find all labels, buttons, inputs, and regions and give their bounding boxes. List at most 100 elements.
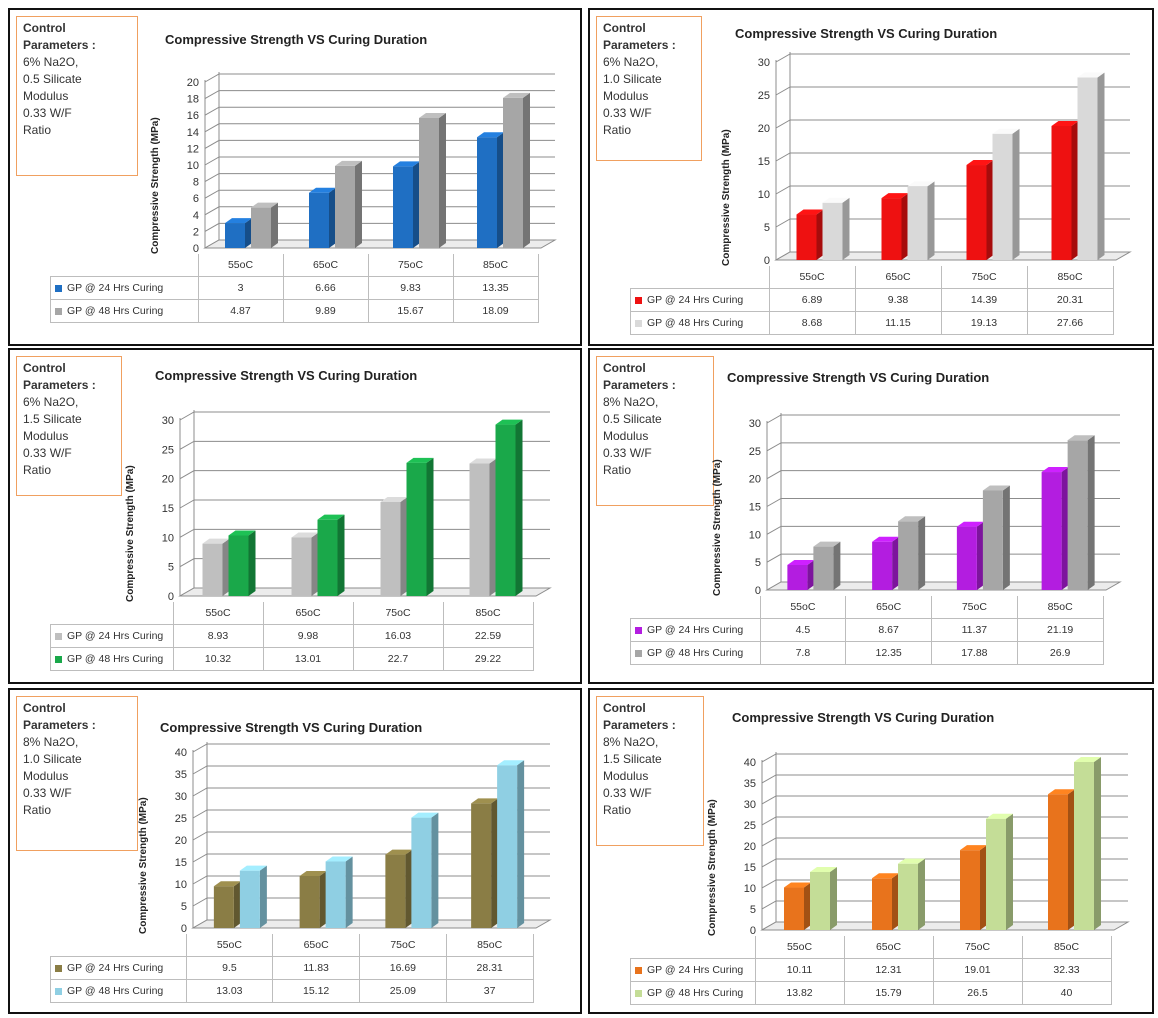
bar-24h-85oC [1051, 120, 1079, 260]
legend-key-swatch [55, 307, 62, 315]
table-row: GP @ 48 Hrs Curing 7.8 12.35 17.88 26.9 [630, 641, 1104, 665]
legend-key-swatch [635, 989, 642, 997]
bar-24h-65oC [881, 193, 909, 260]
data-label: 8.67 [845, 618, 932, 642]
table-row: GP @ 48 Hrs Curing 10.32 13.01 22.7 29.22 [50, 647, 534, 671]
data-label: 15.79 [843, 981, 934, 1005]
control-parameter-line: 1.0 Silicate [23, 752, 82, 766]
table-row: GP @ 24 Hrs Curing 6.89 9.38 14.39 20.31 [630, 288, 1114, 312]
x-tick-label: 75oC [359, 934, 447, 957]
control-parameter-line: Parameters : [603, 38, 676, 52]
data-label: 13.35 [452, 276, 539, 300]
x-tick-label: 75oC [352, 602, 444, 625]
x-tick-label: 55oC [754, 936, 845, 959]
data-label: 19.01 [932, 958, 1023, 982]
chart-panel-3: Control Parameters : 6% Na2O, 1.5 Silicate M… [8, 348, 582, 684]
x-tick-label: 85oC [1021, 936, 1112, 959]
data-label: 15.12 [272, 979, 360, 1003]
y-tick-label: 10 [744, 883, 756, 895]
y-tick-label: 30 [175, 791, 187, 803]
gridline [775, 53, 1130, 63]
data-label: 19.13 [940, 311, 1028, 335]
y-tick-label: 30 [758, 57, 770, 69]
control-parameter-line: 0.33 W/F [603, 446, 652, 460]
legend-key-swatch [55, 632, 62, 640]
bar-48h-65oC [335, 160, 362, 248]
data-table: 55oC 65oC 75oC 85oC GP @ 24 Hrs Curing 3 6.66 9… [50, 254, 539, 323]
control-parameter-line: 8% Na2O, [603, 735, 659, 749]
bar-48h-55oC [822, 197, 850, 260]
data-label: 9.5 [185, 956, 274, 980]
control-parameter-line: 6% Na2O, [23, 395, 79, 409]
table-corner [631, 596, 761, 619]
y-tick-label: 20 [758, 123, 770, 135]
y-tick-label: 25 [162, 444, 174, 456]
legend-key-swatch [55, 987, 62, 995]
y-tick-label: 10 [758, 189, 770, 201]
bar-48h-85oC [497, 760, 525, 928]
table-row: GP @ 48 Hrs Curing 8.68 11.15 19.13 27.66 [630, 311, 1114, 335]
control-parameter-line: 0.33 W/F [603, 786, 652, 800]
y-tick-label: 10 [175, 879, 187, 891]
x-tick-label: 85oC [1026, 266, 1114, 289]
bar-48h-75oC [411, 812, 439, 928]
chart-title: Compressive Strength VS Curing Duration [165, 32, 428, 47]
control-parameter-line: Parameters : [23, 378, 96, 392]
control-parameter-line: 1.5 Silicate [603, 752, 662, 766]
control-parameter-line: Control [603, 701, 646, 715]
y-tick-label: 12 [187, 143, 199, 155]
legend-entry: GP @ 24 Hrs Curing [50, 624, 174, 648]
data-label: 3 [197, 276, 284, 300]
data-label: 26.5 [932, 981, 1023, 1005]
table-corner [51, 602, 174, 625]
control-parameter-line: Ratio [23, 803, 52, 817]
bar-48h-55oC [810, 866, 837, 930]
legend-entry: GP @ 48 Hrs Curing [50, 979, 187, 1003]
data-label: 13.82 [754, 981, 845, 1005]
y-tick-label: 20 [744, 841, 756, 853]
bar-48h-65oC [898, 516, 926, 590]
legend-entry: GP @ 48 Hrs Curing [50, 647, 174, 671]
y-tick-label: 4 [193, 210, 199, 222]
gridline [192, 743, 550, 753]
y-tick-label: 18 [187, 94, 199, 106]
bar-48h-65oC [325, 856, 353, 928]
y-tick-label: 25 [749, 446, 761, 458]
y-tick-label: 10 [187, 160, 199, 172]
legend-key-swatch [55, 964, 62, 972]
chart-panel-5: Control Parameters : 8% Na2O, 1.0 Silicate M… [8, 688, 582, 1014]
bar-24h-85oC [471, 798, 499, 928]
data-label: 29.22 [442, 647, 534, 671]
control-parameter-line: Ratio [603, 463, 632, 477]
data-label: 21.19 [1016, 618, 1104, 642]
x-tick-label: 75oC [367, 254, 454, 277]
data-label: 9.98 [262, 624, 354, 648]
data-table: 55oC 65oC 75oC 85oC GP @ 24 Hrs Curing 8.93 9.… [50, 602, 534, 671]
data-label: 22.7 [352, 647, 444, 671]
data-label: 28.31 [445, 956, 534, 980]
x-tick-label: 65oC [262, 602, 354, 625]
data-table: 55oC 65oC 75oC 85oC GP @ 24 Hrs Curing 9.5 11.… [50, 934, 534, 1003]
y-tick-label: 35 [744, 778, 756, 790]
legend-entry: GP @ 24 Hrs Curing [630, 958, 756, 982]
gridline [192, 787, 550, 797]
table-corner [631, 266, 770, 289]
control-parameter-line: Modulus [23, 89, 69, 103]
control-parameter-line: Control [23, 701, 66, 715]
bar-48h-75oC [419, 112, 446, 249]
control-parameter-line: 1.5 Silicate [23, 412, 82, 426]
x-tick-label: 85oC [452, 254, 539, 277]
legend-key-swatch [635, 626, 642, 634]
x-tick-label: 65oC [282, 254, 369, 277]
series-name: GP @ 48 Hrs Curing [67, 653, 164, 665]
bar-24h-75oC [380, 496, 408, 596]
x-tick-label: 65oC [854, 266, 942, 289]
legend-entry: GP @ 24 Hrs Curing [630, 618, 761, 642]
bar-48h-65oC [907, 181, 935, 260]
table-row: GP @ 24 Hrs Curing 8.93 9.98 16.03 22.59 [50, 624, 534, 648]
data-label: 11.37 [931, 618, 1018, 642]
legend-key-swatch [55, 655, 62, 663]
y-tick-label: 0 [181, 923, 187, 935]
chart-title: Compressive Strength VS Curing Duration [160, 720, 423, 735]
y-tick-label: 25 [744, 820, 756, 832]
